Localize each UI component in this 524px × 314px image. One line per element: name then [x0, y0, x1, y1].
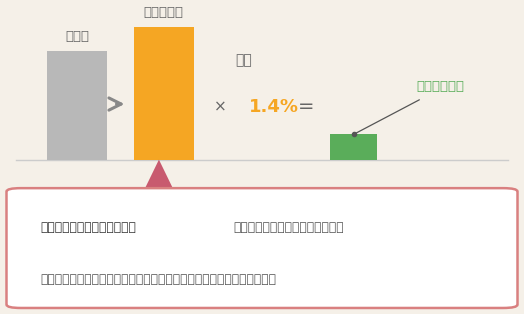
Text: =: = [298, 97, 315, 116]
Text: 固定資産税額: 固定資産税額 [416, 80, 464, 93]
Text: 応じた特例等が適用される場合は、それより課税標準額を算定します。: 応じた特例等が適用される場合は、それより課税標準額を算定します。 [40, 273, 276, 286]
Bar [134, 27, 194, 160]
Bar [330, 134, 377, 160]
Text: 税率: 税率 [235, 53, 252, 67]
Text: 1.4%: 1.4% [249, 98, 299, 116]
Text: 評価額: 評価額 [66, 30, 89, 43]
Polygon shape [142, 160, 176, 195]
Bar [47, 51, 107, 160]
Text: 原則「評価額＝課税標準額」: 原則「評価額＝課税標準額」 [40, 221, 136, 234]
FancyBboxPatch shape [6, 188, 518, 308]
Text: 課税標準額: 課税標準額 [144, 7, 184, 19]
Text: となりますが、固定資産の条件に: となりますが、固定資産の条件に [233, 221, 344, 234]
Text: ×: × [214, 99, 226, 114]
